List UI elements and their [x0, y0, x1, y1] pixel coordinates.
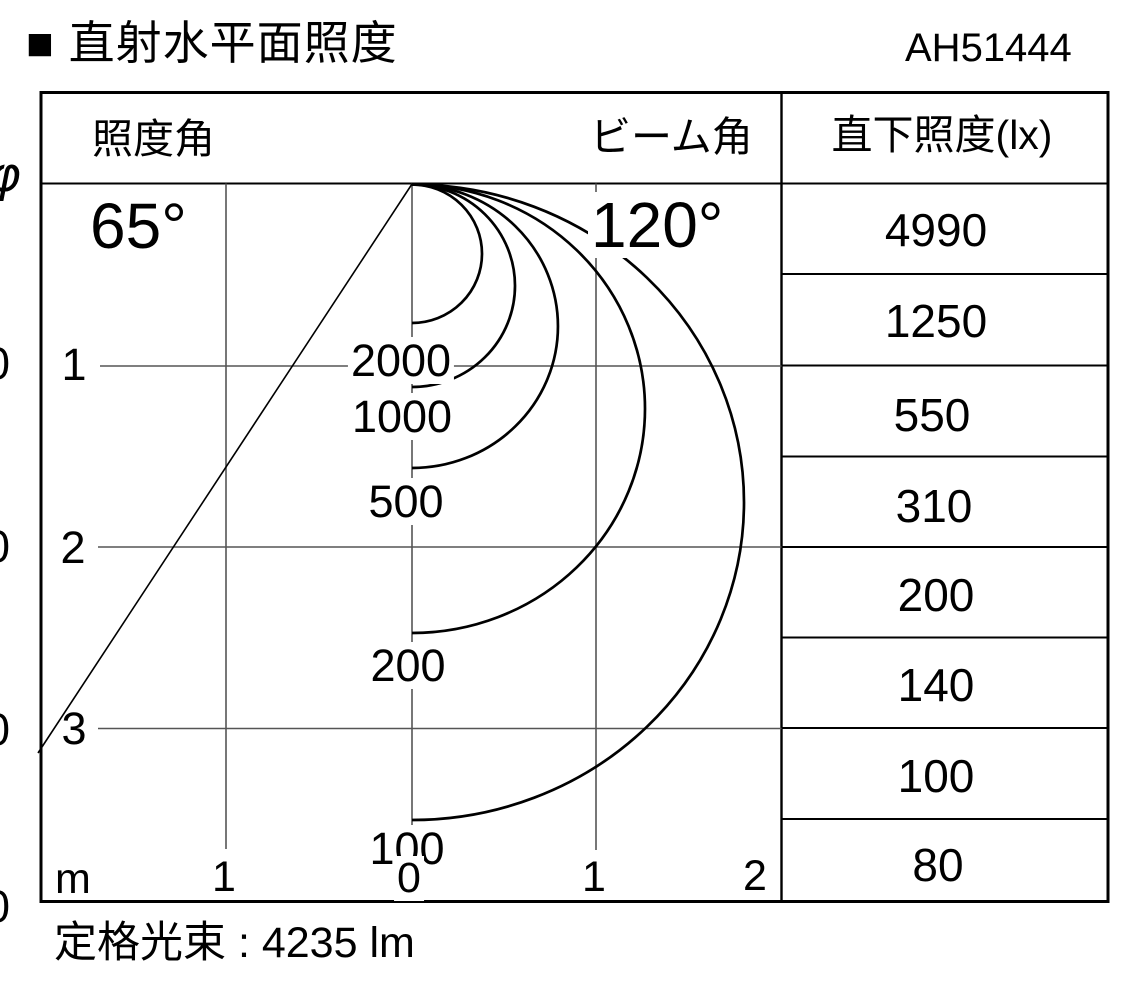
contour-1000lx: [411, 183, 517, 389]
clipped-digit-3m: 0: [0, 707, 16, 755]
contour-100lx: [411, 183, 746, 822]
x-axis-unit: m: [55, 855, 91, 903]
x-axis-right-2m: 2: [743, 852, 767, 900]
isolux-contours: [411, 183, 746, 822]
clipped-digit-1m: 0: [0, 341, 16, 389]
contour-200lx: [411, 183, 647, 635]
beam-angle-value: 120°: [588, 192, 727, 258]
contour-500lx: [411, 183, 560, 470]
table-value-4-0m: 80: [912, 839, 964, 891]
rated-flux-caption: 定格光束 : 4235 lm: [54, 919, 415, 967]
illuminance-angle-line: [37, 183, 413, 754]
curve-label-200: 200: [367, 642, 449, 689]
table-value-2-5m: 200: [897, 569, 975, 621]
depth-label-1m: 1: [61, 339, 87, 390]
x-axis-left-1m: 1: [212, 853, 236, 901]
depth-label-3m: 3: [61, 703, 87, 754]
table-value-3-5m: 100: [897, 750, 975, 802]
header-beam-angle: ビーム角: [590, 114, 753, 160]
clipped-digit-2m: 0: [0, 524, 16, 572]
table-value-1-0m: 1250: [884, 295, 988, 347]
model-number: AH51444: [905, 26, 1072, 70]
table-value-2-0m: 310: [895, 480, 973, 532]
illuminance-angle-value: 65°: [90, 190, 187, 262]
curve-label-1000: 1000: [348, 393, 456, 440]
page-title: ■ 直射水平面照度: [26, 17, 398, 69]
curve-label-500: 500: [365, 478, 447, 525]
table-value-1-5m: 550: [893, 389, 971, 441]
table-row-lines: [781, 273, 1108, 820]
x-axis-zero: 0: [394, 856, 424, 901]
table-value-0-5m: 4990: [884, 204, 988, 256]
curve-label-2000: 2000: [347, 337, 455, 384]
header-illuminance-angle: 照度角: [92, 116, 215, 162]
clipped-digit-4m: 0: [0, 884, 16, 932]
table-value-3-0m: 140: [897, 659, 975, 711]
x-axis-right-1m: 1: [582, 853, 606, 901]
clipped-phi-symbol: φ: [0, 151, 21, 207]
table-outer-border: [39, 91, 1110, 903]
contour-2000lx: [411, 183, 484, 325]
header-direct-illuminance: 直下照度(lx): [831, 112, 1053, 158]
depth-label-2m: 2: [60, 522, 86, 573]
